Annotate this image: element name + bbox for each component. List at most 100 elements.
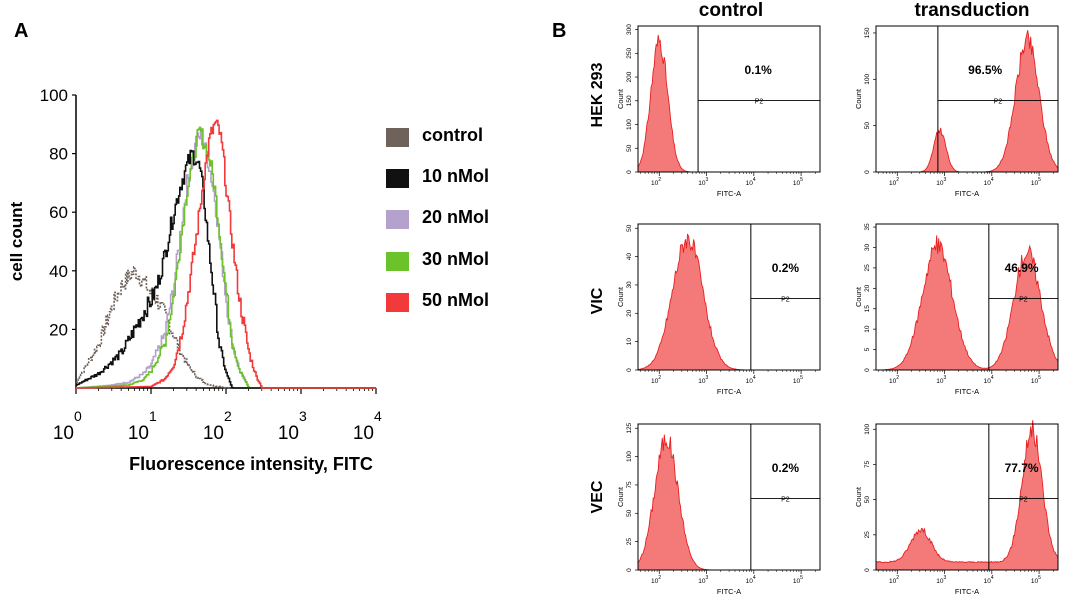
legend-label-20nmol: 20 nMol (422, 207, 490, 227)
y-tick-label: 30 (864, 243, 871, 251)
y-tick-label: 125 (626, 422, 633, 433)
panel-b-label: B (552, 20, 567, 42)
x-axis-title: FITC-A (717, 189, 741, 198)
x-tick-label: 10 (698, 578, 706, 585)
x-tick-exponent: 2 (658, 575, 661, 581)
x-tick-label: 10 (53, 423, 74, 444)
legend-label-30nmol: 30 nMol (422, 249, 490, 269)
x-tick-exponent: 3 (706, 375, 709, 381)
gate-percent: 96.5% (968, 63, 1002, 77)
gate-percent: 0.1% (744, 63, 772, 77)
y-tick-label: 0 (864, 170, 871, 174)
y-tick-label: 50 (626, 144, 633, 152)
y-tick-label: 75 (626, 481, 633, 489)
x-tick-label: 10 (1031, 378, 1039, 385)
x-tick-label: 10 (651, 378, 659, 385)
x-tick-label: 10 (936, 378, 944, 385)
y-axis-title: Count (616, 286, 625, 307)
x-tick-label: 10 (698, 378, 706, 385)
x-tick-label: 10 (793, 378, 801, 385)
x-tick-exponent: 2 (896, 575, 899, 581)
y-tick-label: 0 (864, 368, 871, 372)
y-tick-label: 10 (626, 338, 633, 346)
legend-swatch-10nmol (386, 169, 409, 188)
legend-swatch-control (386, 128, 409, 147)
x-tick-label: 10 (746, 578, 754, 585)
x-tick-exponent: 2 (896, 177, 899, 183)
y-tick-label: 40 (626, 253, 633, 261)
y-tick-label: 50 (626, 509, 633, 517)
x-tick-label: 10 (984, 578, 992, 585)
y-tick-label: 25 (864, 264, 871, 272)
x-tick-exponent: 3 (706, 575, 709, 581)
x-tick-exponent: 5 (1038, 375, 1041, 381)
x-tick-label: 10 (793, 180, 801, 187)
y-tick-label: 20 (49, 320, 68, 339)
x-tick-label: 10 (698, 180, 706, 187)
y-tick-label: 200 (626, 71, 633, 82)
y-tick-label: 25 (864, 531, 871, 539)
x-axis-title: FITC-A (717, 387, 741, 396)
series-line-50-nmol (76, 119, 376, 389)
legend-swatch-30nmol (386, 252, 409, 271)
legend-swatch-50nmol (386, 293, 409, 312)
y-axis-title: Count (854, 88, 863, 109)
x-tick-label: 10 (1031, 180, 1039, 187)
y-tick-label: 10 (864, 325, 871, 333)
gate-percent: 0.2% (772, 261, 800, 275)
x-tick-exponent: 0 (74, 408, 82, 424)
histogram-area (637, 434, 820, 571)
x-tick-exponent: 5 (1038, 575, 1041, 581)
gate-label: P2 (994, 98, 1003, 105)
x-tick-label: 10 (936, 180, 944, 187)
y-tick-label: 25 (626, 538, 633, 546)
x-tick-exponent: 3 (299, 408, 307, 424)
y-tick-label: 15 (864, 305, 871, 313)
histogram-area (875, 420, 1059, 571)
y-tick-label: 100 (40, 86, 68, 105)
x-tick-label: 10 (128, 423, 149, 444)
gate-label: P2 (781, 496, 790, 503)
legend-label-control: control (422, 125, 483, 145)
y-tick-label: 250 (626, 48, 633, 59)
x-tick-label: 10 (793, 578, 801, 585)
gate-percent: 77.7% (1005, 461, 1039, 475)
gate-label: P2 (1019, 296, 1028, 303)
histogram-area (637, 34, 820, 173)
x-tick-exponent: 4 (753, 375, 756, 381)
column-title-control: control (698, 0, 764, 21)
y-tick-label: 100 (626, 119, 633, 130)
y-tick-label: 20 (626, 309, 633, 317)
x-tick-exponent: 4 (991, 375, 994, 381)
x-axis-title: FITC-A (955, 387, 979, 396)
gate-label: P2 (1019, 496, 1028, 503)
y-tick-label: 20 (864, 284, 871, 292)
x-tick-label: 10 (936, 578, 944, 585)
y-axis-title: Count (854, 286, 863, 307)
x-axis-title: FITC-A (955, 587, 979, 596)
legend-label-50nmol: 50 nMol (422, 290, 490, 310)
y-axis-title: cell count (7, 201, 26, 281)
x-tick-exponent: 3 (944, 177, 947, 183)
y-tick-label: 40 (49, 262, 68, 281)
histogram-area (876, 30, 1059, 173)
gate-label: P2 (781, 296, 790, 303)
x-tick-label: 10 (984, 378, 992, 385)
y-tick-label: 150 (864, 27, 871, 38)
y-tick-label: 0 (864, 568, 871, 572)
x-tick-exponent: 2 (658, 375, 661, 381)
y-tick-label: 30 (626, 281, 633, 289)
x-tick-exponent: 4 (991, 177, 994, 183)
y-tick-label: 60 (49, 203, 68, 222)
y-tick-label: 300 (626, 24, 633, 35)
x-tick-exponent: 2 (896, 375, 899, 381)
y-tick-label: 75 (864, 460, 871, 468)
y-tick-label: 35 (864, 223, 871, 231)
x-tick-exponent: 5 (1038, 177, 1041, 183)
y-tick-label: 50 (864, 496, 871, 504)
